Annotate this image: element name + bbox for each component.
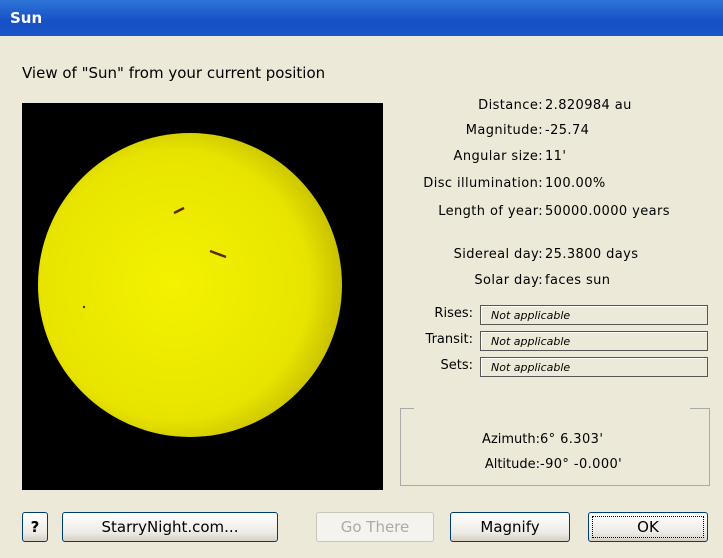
time-field: Not applicable (480, 357, 708, 377)
position-label: Altitude: (485, 457, 540, 472)
info-value: -25.74 (545, 123, 589, 138)
ok-button[interactable]: OK (588, 512, 708, 542)
time-label: Transit: (426, 332, 473, 347)
position-value: -90° -0.000' (540, 457, 622, 472)
info-value: 50000.0000 years (545, 204, 670, 219)
group-edge (400, 408, 414, 409)
info-value: 2.820984 au (545, 98, 632, 113)
info-label: Disc illumination: (243, 176, 543, 191)
time-label: Sets: (441, 358, 474, 373)
info-value: faces sun (545, 273, 610, 288)
help-button[interactable]: ? (22, 512, 48, 542)
group-box (400, 408, 710, 486)
info-label: Distance: (243, 98, 543, 113)
info-label: Magnitude: (243, 123, 543, 138)
go-there-button: Go There (316, 512, 434, 542)
info-label: Length of year: (243, 204, 543, 219)
position-label: Azimuth: (482, 432, 540, 447)
site-button[interactable]: StarryNight.com... (62, 512, 278, 542)
info-value: 100.00% (545, 176, 606, 191)
group-edge (690, 408, 709, 409)
dialog: Sun View of "Sun" from your current posi… (0, 0, 723, 558)
subtitle: View of "Sun" from your current position (22, 64, 325, 82)
time-label: Rises: (434, 306, 473, 321)
info-value: 25.3800 days (545, 247, 638, 262)
time-field: Not applicable (480, 331, 708, 351)
info-label: Sidereal day: (243, 247, 543, 262)
window-title: Sun (10, 9, 42, 27)
position-value: 6° 6.303' (540, 432, 603, 447)
info-label: Angular size: (243, 149, 543, 164)
sunspot (83, 306, 85, 308)
info-value: 11' (545, 149, 566, 164)
magnify-button[interactable]: Magnify (450, 512, 570, 542)
title-bar (0, 0, 723, 36)
time-field: Not applicable (480, 305, 708, 325)
info-label: Solar day: (243, 273, 543, 288)
